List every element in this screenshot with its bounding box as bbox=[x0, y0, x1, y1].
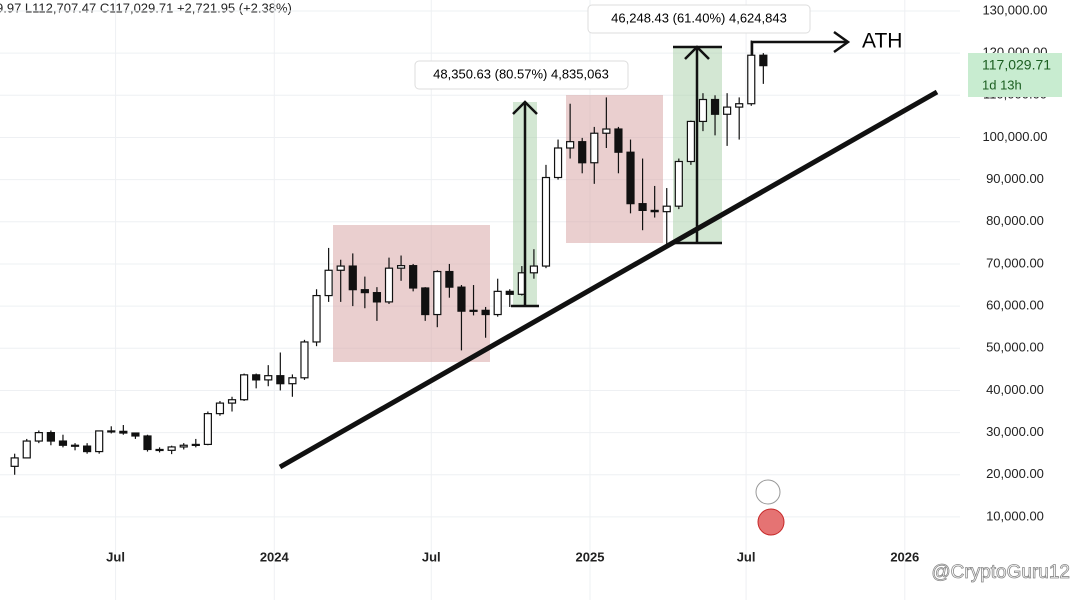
candle-body bbox=[119, 430, 128, 434]
candle-body bbox=[384, 267, 394, 303]
candle-body bbox=[70, 444, 80, 447]
candle-body bbox=[505, 290, 514, 295]
watermark: @CryptoGuru12 bbox=[931, 562, 1070, 583]
candle-body bbox=[167, 446, 176, 451]
x-tick-label: Jul bbox=[106, 549, 125, 564]
icon bbox=[755, 479, 781, 505]
y-tick-label: 50,000.00 bbox=[986, 340, 1044, 355]
candle-body bbox=[674, 160, 683, 207]
candle-body bbox=[107, 430, 116, 433]
range-box bbox=[566, 95, 663, 243]
candle-body bbox=[723, 106, 732, 115]
x-tick-label: 2025 bbox=[576, 549, 605, 564]
candle-body bbox=[252, 374, 261, 381]
candle-body bbox=[529, 265, 539, 274]
y-tick-label: 90,000.00 bbox=[986, 171, 1044, 186]
candle-body bbox=[638, 203, 647, 212]
candle-body bbox=[421, 287, 430, 316]
candle-body bbox=[566, 141, 575, 149]
candle-body bbox=[312, 294, 321, 343]
candle-body bbox=[662, 205, 671, 213]
candle-body bbox=[686, 120, 695, 163]
candle-body bbox=[469, 309, 478, 312]
candle-body bbox=[83, 445, 92, 453]
candle-body bbox=[10, 457, 19, 467]
y-tick-label: 40,000.00 bbox=[986, 382, 1044, 397]
candle-body bbox=[155, 448, 164, 452]
ath-label: ATH bbox=[862, 30, 902, 53]
candle-body bbox=[179, 444, 188, 448]
last-price: 117,029.71 bbox=[982, 56, 1051, 72]
candle-body bbox=[481, 309, 490, 316]
annotation: 46,248.43 (61.40%) 4,624,843 bbox=[611, 10, 787, 25]
candle-body bbox=[759, 54, 768, 67]
x-tick-label: 2024 bbox=[260, 549, 290, 564]
y-tick-label: 100,000.00 bbox=[982, 129, 1047, 144]
candle-body bbox=[22, 440, 31, 459]
candle-body bbox=[336, 265, 345, 271]
candle-body bbox=[264, 375, 273, 381]
candle-body bbox=[288, 377, 297, 385]
x-tick-label: Jul bbox=[422, 549, 441, 564]
candle-body bbox=[34, 432, 43, 442]
countdown: 1d 13h bbox=[982, 77, 1022, 92]
candle-body bbox=[300, 341, 309, 379]
candle-body bbox=[227, 399, 237, 404]
candle-body bbox=[215, 402, 225, 415]
candle-body bbox=[698, 98, 708, 123]
y-tick-label: 20,000.00 bbox=[986, 466, 1044, 481]
x-tick-label: Jul bbox=[737, 549, 756, 564]
annotation: 48,350.63 (80.57%) 4,835,063 bbox=[433, 66, 609, 81]
candle-body bbox=[626, 151, 635, 205]
annotation-box bbox=[587, 4, 811, 34]
candle-body bbox=[396, 265, 406, 269]
candle-body bbox=[650, 209, 659, 213]
candle-body bbox=[348, 265, 357, 291]
candle-body bbox=[95, 430, 104, 453]
candle-body bbox=[553, 147, 563, 179]
candle-body bbox=[433, 270, 442, 316]
candle-body bbox=[747, 54, 756, 105]
candle-body bbox=[276, 375, 285, 385]
y-tick-label: 70,000.00 bbox=[986, 255, 1044, 270]
y-tick-label: 10,000.00 bbox=[986, 508, 1044, 523]
candle-body bbox=[735, 103, 744, 108]
trend-line bbox=[278, 89, 939, 470]
ohlc-header: 9.97 L112,707.47 C117,029.71 +2,721.95 (… bbox=[0, 0, 292, 15]
candle-body bbox=[710, 98, 720, 115]
candle-body bbox=[324, 269, 333, 297]
candle-body bbox=[143, 435, 152, 451]
candle-body bbox=[372, 292, 382, 303]
candle-body bbox=[590, 132, 599, 164]
candle-body bbox=[239, 374, 249, 401]
candle-body bbox=[445, 270, 454, 288]
y-tick-label: 80,000.00 bbox=[986, 213, 1044, 228]
range-box bbox=[333, 225, 490, 362]
icon bbox=[757, 508, 785, 536]
candle-body bbox=[46, 432, 55, 442]
candle-body bbox=[203, 413, 212, 446]
measure-arrows bbox=[511, 30, 851, 308]
candle-body bbox=[541, 176, 551, 267]
annotation-box bbox=[414, 60, 629, 90]
y-tick-label: 30,000.00 bbox=[986, 424, 1044, 439]
price-label-box bbox=[968, 53, 1062, 97]
candle-body bbox=[602, 128, 611, 134]
y-tick-label: 130,000.00 bbox=[982, 2, 1047, 17]
candle-body bbox=[614, 128, 623, 153]
candle-body bbox=[191, 443, 200, 447]
candle-body bbox=[457, 286, 466, 312]
x-tick-label: 2026 bbox=[890, 549, 919, 564]
y-tick-label: 60,000.00 bbox=[986, 298, 1044, 313]
candle-body bbox=[409, 265, 418, 289]
candle-body bbox=[360, 289, 369, 294]
candle-body bbox=[131, 432, 140, 437]
candle-body bbox=[58, 440, 68, 446]
candle-body bbox=[493, 290, 502, 316]
candle-body bbox=[578, 141, 587, 164]
